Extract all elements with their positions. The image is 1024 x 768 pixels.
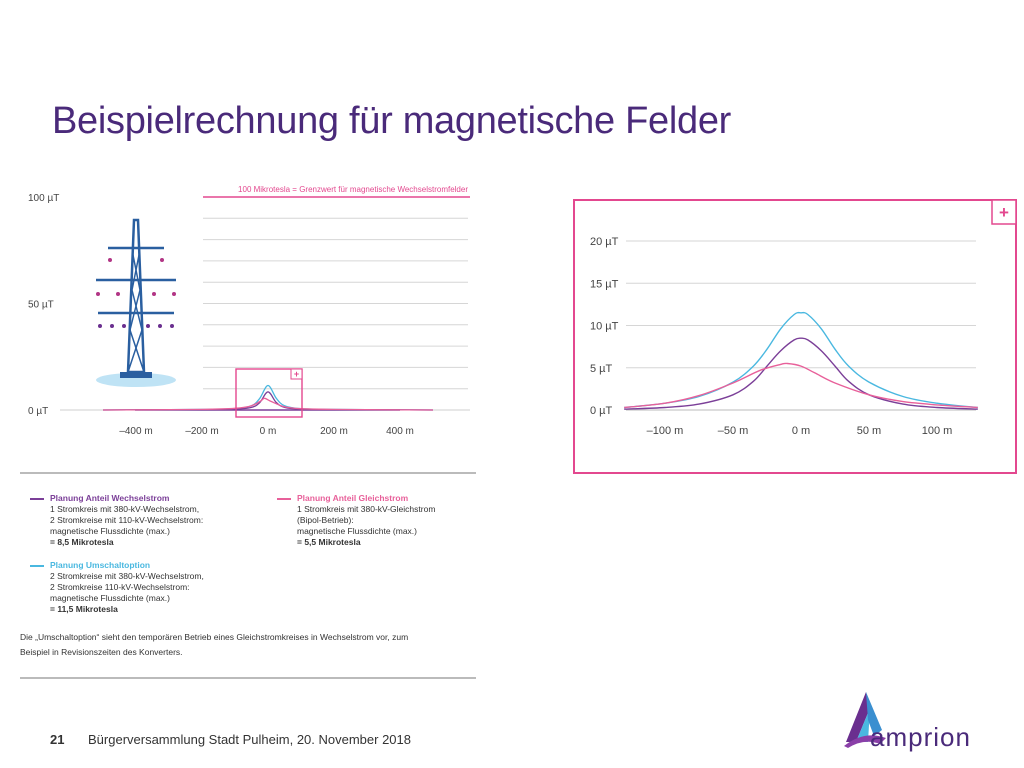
legend-top-divider — [20, 472, 476, 474]
x-tick-label: –400 m — [119, 426, 152, 437]
legend-bottom-divider — [20, 677, 476, 679]
page-number: 21 — [50, 732, 65, 747]
legend-head: Planung Anteil Wechselstrom — [50, 493, 170, 503]
slide-title: Beispielrechnung für magnetische Felder — [52, 100, 732, 142]
legend-swatch-gleichstrom — [277, 498, 291, 500]
series-line — [624, 337, 978, 410]
limit-label: 100 Mikrotesla = Grenzwert für magnetisc… — [238, 185, 468, 194]
legend-umschaltoption: Planung Umschaltoption 2 Stromkreise mit… — [30, 560, 250, 615]
x-tick-label: 50 m — [857, 425, 881, 437]
series-line — [102, 391, 434, 411]
legend-line: magnetische Flussdichte (max.) — [297, 526, 417, 536]
y-tick-label: 0 µT — [590, 405, 613, 417]
x-tick-label: 200 m — [320, 426, 348, 437]
legend-line: 2 Stromkreise mit 380-kV-Wechselstrom, — [50, 571, 204, 581]
y-tick-label: 100 µT — [28, 193, 59, 204]
legend-swatch-wechselstrom — [30, 498, 44, 500]
y-tick-label: 5 µT — [590, 363, 613, 375]
legend-line: 2 Stromkreise mit 110-kV-Wechselstrom: — [50, 515, 204, 525]
detail-plus-icon[interactable] — [991, 199, 1017, 225]
detail-chart: + 0 µT 5 µT 10 µT 15 µT 20 µT –100 m –50 m 0 m 5… — [573, 199, 1017, 474]
legend-wechselstrom: Planung Anteil Wechselstrom 1 Stromkreis… — [30, 493, 250, 548]
zoom-plus-icon[interactable] — [290, 368, 303, 380]
x-tick-label: 0 m — [260, 426, 277, 437]
legend-line: 2 Stromkreise 110-kV-Wechselstrom: — [50, 582, 190, 592]
legend-line: 1 Stromkreis mit 380-kV-Gleichstrom — [297, 504, 436, 514]
overview-chart: 100 Mikrotesla = Grenzwert für magnetisc… — [28, 185, 470, 437]
pylon-icon — [96, 218, 176, 387]
x-tick-label: –50 m — [718, 425, 749, 437]
series-line — [624, 311, 978, 409]
x-tick-label: –100 m — [647, 425, 684, 437]
legend-head: Planung Anteil Gleichstrom — [297, 493, 409, 503]
legend-swatch-umschaltoption — [30, 565, 44, 567]
series-line — [102, 397, 434, 411]
legend-gleichstrom: Planung Anteil Gleichstrom 1 Stromkreis … — [277, 493, 477, 548]
y-tick-label: 0 µT — [28, 406, 48, 417]
zoom-frame — [235, 368, 303, 418]
y-tick-label: 20 µT — [590, 236, 619, 248]
detail-frame — [573, 199, 1017, 474]
y-tick-label: 15 µT — [590, 278, 619, 290]
x-tick-label: 100 m — [922, 425, 953, 437]
legend-value: = 11,5 Mikrotesla — [50, 604, 118, 614]
y-tick-label: 50 µT — [28, 300, 54, 311]
amprion-logo-icon — [844, 692, 886, 748]
note-line: Beispiel in Revisionszeiten des Konverte… — [20, 647, 183, 657]
legend-line: (Bipol-Betrieb): — [297, 515, 354, 525]
legend-head: Planung Umschaltoption — [50, 560, 151, 570]
svg-text:+: + — [999, 203, 1009, 222]
legend-line: magnetische Flussdichte (max.) — [50, 593, 170, 603]
svg-text:+: + — [294, 369, 299, 379]
legend-line: magnetische Flussdichte (max.) — [50, 526, 170, 536]
x-tick-label: 400 m — [386, 426, 414, 437]
x-tick-label: 0 m — [792, 425, 810, 437]
legend-value: = 5,5 Mikrotesla — [297, 537, 361, 547]
x-tick-label: –200 m — [185, 426, 218, 437]
legend-line: 1 Stromkreis mit 380-kV-Wechselstrom, — [50, 504, 200, 514]
y-tick-label: 10 µT — [590, 321, 619, 333]
note-line: Die „Umschaltoption“ sieht den temporäre… — [20, 632, 409, 642]
series-line — [624, 362, 978, 409]
umschaltoption-note: Die „Umschaltoption“ sieht den temporäre… — [20, 630, 470, 660]
logo-wordmark: amprion — [870, 722, 971, 752]
footer-text: Bürgerversammlung Stadt Pulheim, 20. Nov… — [88, 732, 411, 747]
legend-value: = 8,5 Mikrotesla — [50, 537, 114, 547]
